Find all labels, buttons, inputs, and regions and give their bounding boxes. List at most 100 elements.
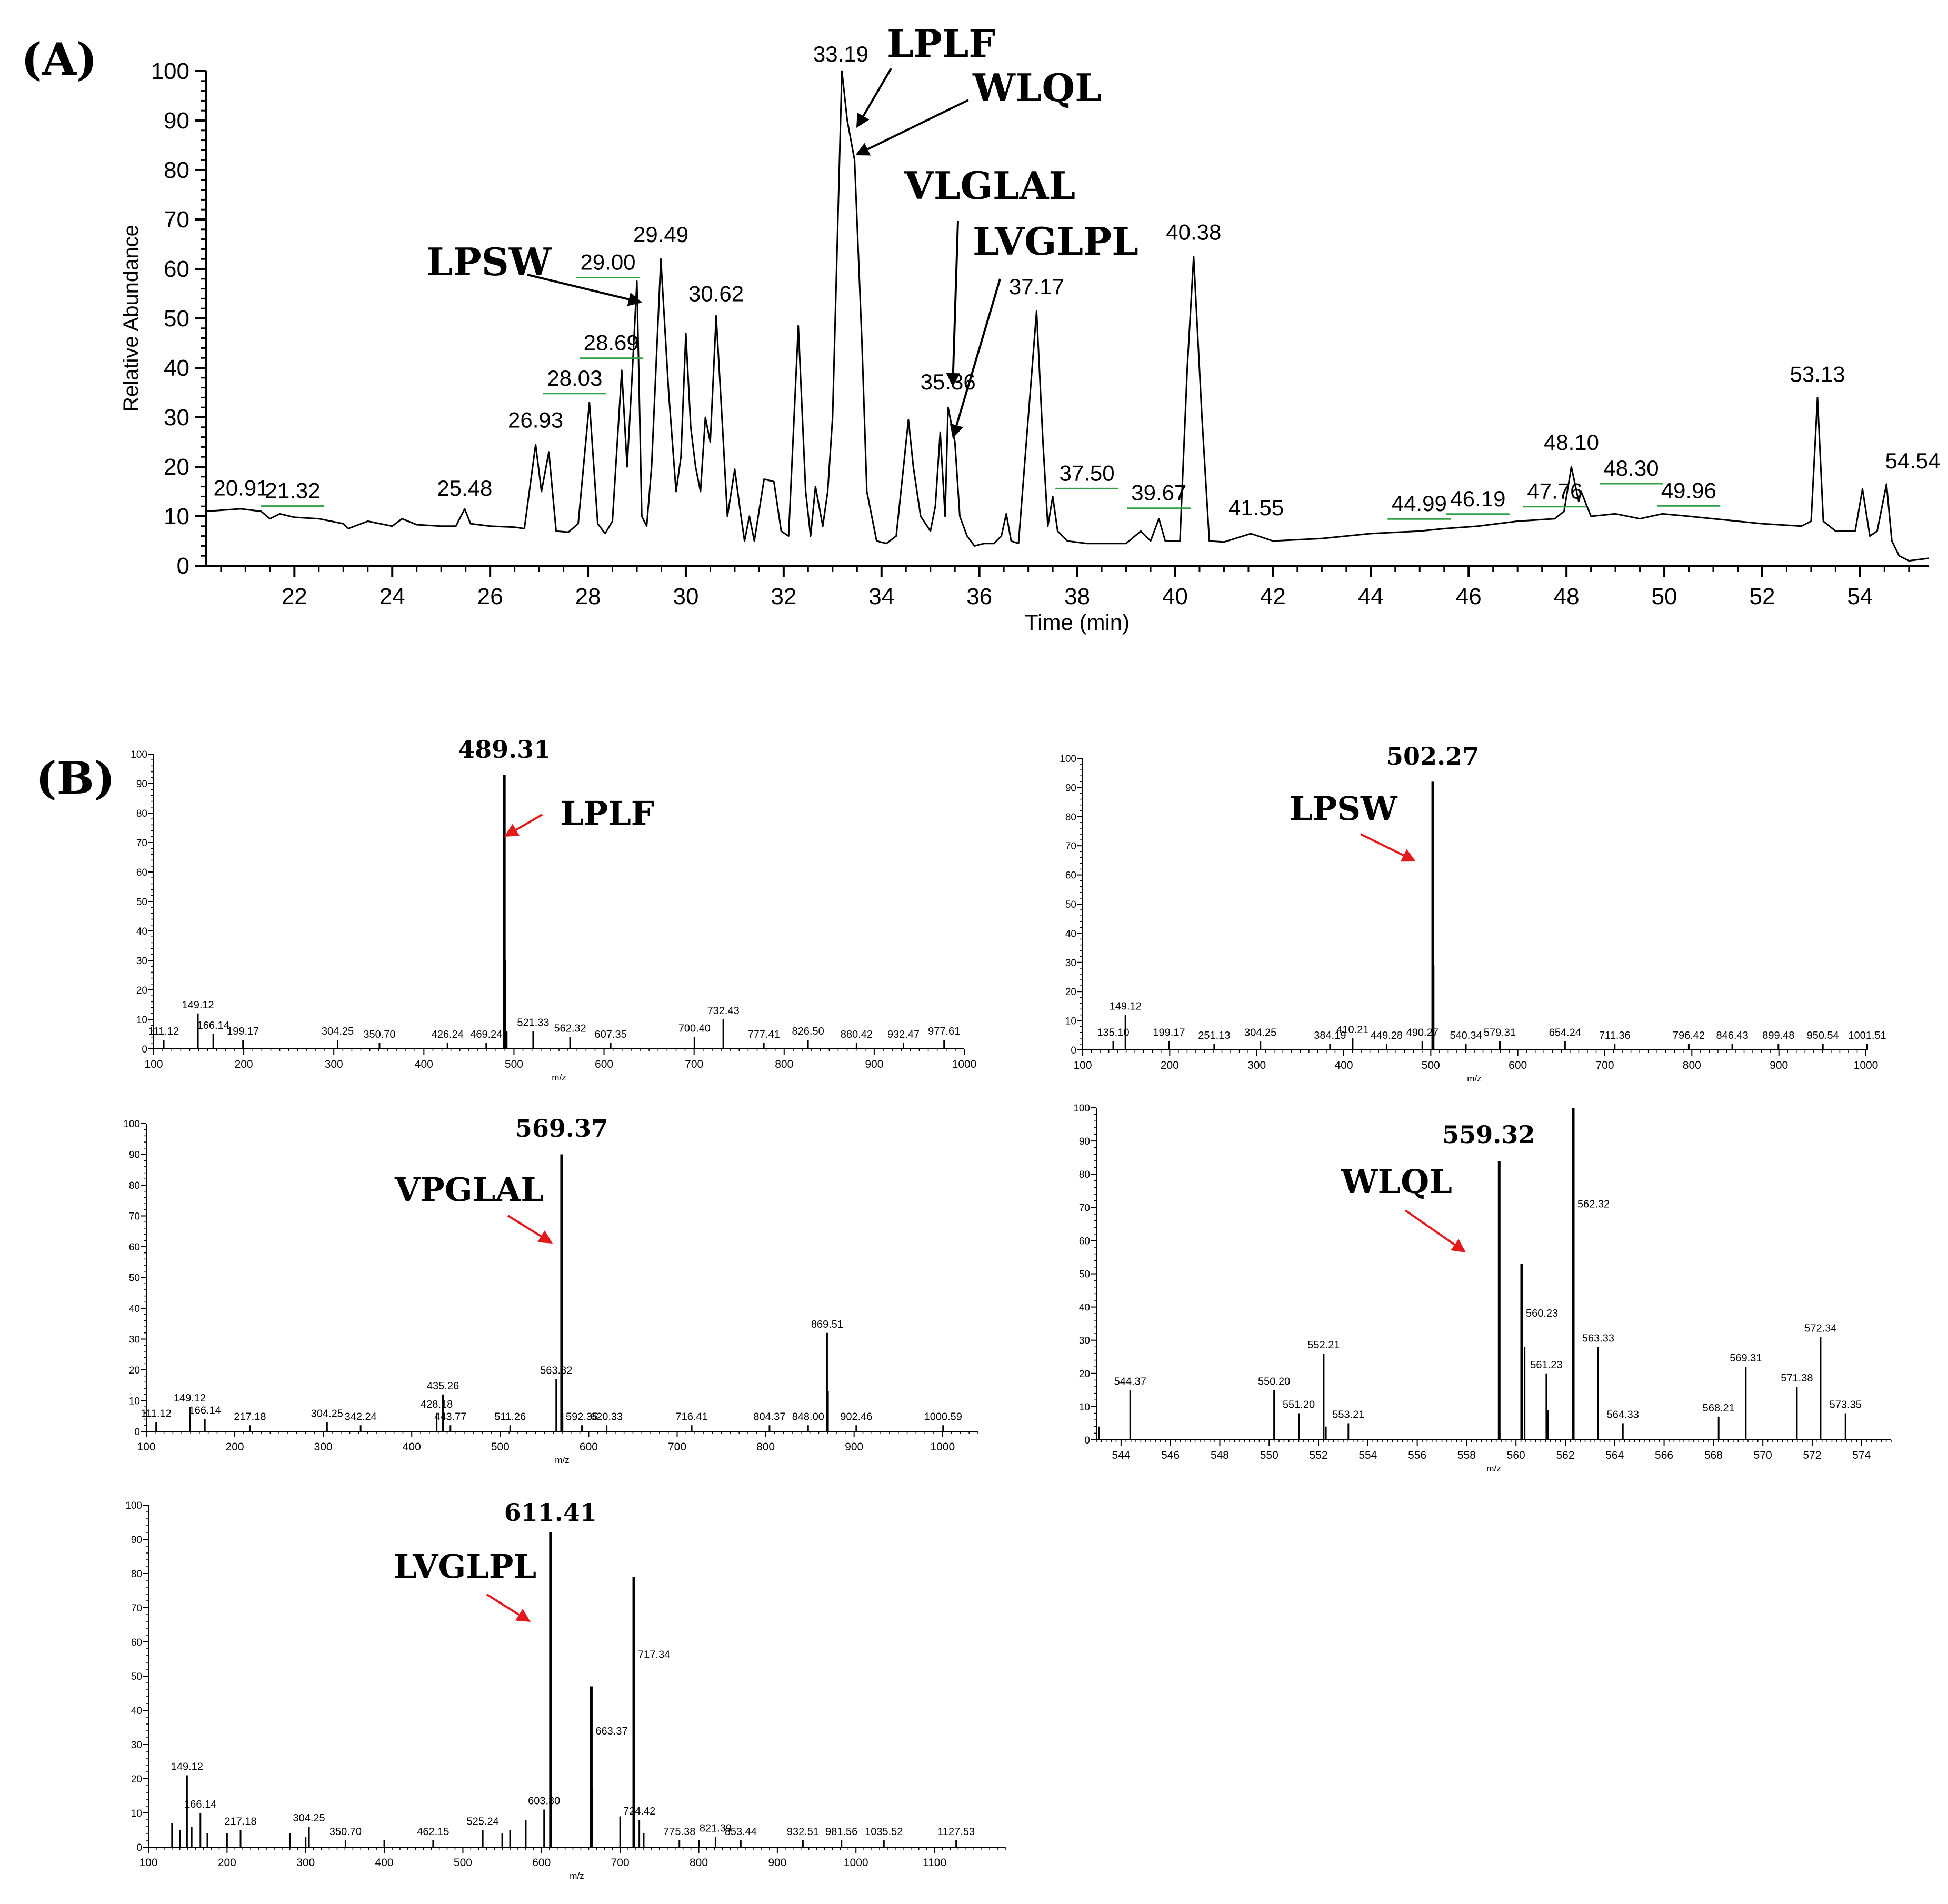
y-tick-label: 20	[1079, 1369, 1090, 1380]
x-axis-title: m/z	[1467, 1074, 1481, 1084]
y-tick-label: 50	[129, 1273, 140, 1284]
y-tick-label: 40	[131, 1706, 142, 1717]
red-arrow-head	[504, 824, 520, 837]
x-tick-label: 38	[1064, 584, 1090, 609]
chromatogram-chart: 0 10 20 30 40 50 60 70 80 90 100 22 24 26 28 30 32 34 36 38…	[119, 21, 1941, 635]
y-tick-label: 100	[125, 1500, 142, 1511]
x-axis-title: m/z	[552, 1073, 566, 1083]
x-tick-label: 34	[868, 584, 894, 609]
peak-label: 217.18	[234, 1411, 266, 1422]
red-arrow-shaft	[1360, 833, 1404, 857]
red-arrow	[504, 814, 543, 837]
y-tick-label: 60	[136, 867, 147, 878]
y-tick-label: 40	[129, 1304, 140, 1315]
peak-label: 775.38	[663, 1826, 695, 1838]
peak-label: 426.24	[432, 1029, 464, 1040]
red-arrow-shaft	[507, 1215, 542, 1237]
x-tick-label: 800	[690, 1857, 708, 1869]
peak-label: 560.23	[1526, 1308, 1558, 1319]
peak-label: 700.40	[678, 1023, 711, 1035]
y-tick-label: 10	[1079, 1402, 1090, 1413]
peak-label: 511.26	[494, 1411, 526, 1422]
x-tick-label: 544	[1112, 1449, 1130, 1461]
base-peak-label: 559.32	[1442, 1120, 1535, 1149]
annotation-vlglal: VLGLAL	[904, 163, 1075, 208]
annotation-lplf: LPLF	[887, 21, 996, 66]
y-tick-label: 80	[131, 1569, 142, 1580]
peak-label: 551.20	[1283, 1399, 1315, 1411]
x-tick-label: 546	[1161, 1449, 1180, 1461]
x-tick-label: 1000	[1854, 1059, 1879, 1071]
peak-label: 804.37	[753, 1411, 785, 1422]
x-tick-label: 500	[491, 1441, 510, 1453]
peak-label: 562.32	[1577, 1198, 1610, 1210]
x-tick-label: 400	[375, 1857, 394, 1869]
x-tick-label: 300	[296, 1857, 315, 1869]
peak-label: 848.00	[792, 1411, 824, 1422]
peak-label: 48.30	[1603, 456, 1659, 480]
y-tick-label: 30	[131, 1740, 142, 1751]
peak-label: 563.32	[540, 1365, 572, 1377]
peak-label: 603.30	[528, 1796, 560, 1807]
x-tick-label: 40	[1162, 584, 1188, 609]
chromatogram-trace	[206, 70, 1929, 562]
x-tick-label: 300	[325, 1058, 343, 1070]
peak-label: 716.41	[676, 1411, 708, 1422]
peak-label: 1127.53	[937, 1826, 975, 1838]
y-tick-label: 0	[134, 1427, 140, 1438]
peak-label: 950.54	[1807, 1030, 1839, 1041]
arrow-wlql	[855, 99, 969, 156]
y-tick-label: 30	[1079, 1336, 1090, 1347]
peak-label: 932.47	[887, 1029, 920, 1040]
x-tick-label: 700	[685, 1058, 703, 1070]
y-tick-label: 90	[1065, 783, 1076, 794]
peak-label: 902.46	[840, 1411, 872, 1422]
arrow-vlglal	[946, 221, 961, 387]
red-arrow-head	[515, 1609, 531, 1622]
arrow-lvglpl-shaft	[955, 278, 1001, 426]
x-tick-label: 1000	[844, 1857, 868, 1869]
peak-label: 607.35	[595, 1029, 627, 1040]
y-tick-label: 60	[1079, 1236, 1090, 1247]
peak-label: 521.33	[517, 1017, 549, 1028]
arrow-lpsw-head	[627, 293, 642, 306]
peak-label: 304.25	[311, 1408, 343, 1419]
red-arrow-head	[1400, 849, 1416, 862]
peak-label: 561.23	[1530, 1359, 1562, 1371]
peak-label: 410.21	[1336, 1024, 1368, 1036]
peak-label: 149.12	[182, 999, 214, 1011]
x-tick-label: 800	[1683, 1059, 1701, 1071]
peak-label: 199.17	[1153, 1027, 1185, 1038]
spectrum-chart-vpglal: 0 10 20 30 40 50 60 70 80 90 100 100 200 300 400 500 600…	[123, 1114, 978, 1465]
peak-label: 846.43	[1716, 1030, 1749, 1041]
peak-label: 568.21	[1703, 1402, 1735, 1414]
peak-label: 717.34	[638, 1649, 670, 1661]
peak-label: 41.55	[1228, 495, 1284, 520]
peak-label: 564.33	[1607, 1409, 1639, 1420]
peak-label: 563.33	[1582, 1332, 1614, 1344]
peak-label: 33.19	[813, 42, 868, 66]
x-tick-label: 100	[139, 1857, 157, 1869]
y-tick-label: 0	[177, 553, 189, 579]
peak-label: 899.48	[1762, 1030, 1794, 1041]
x-axis-title: m/z	[1486, 1464, 1501, 1474]
peak-label: 20.91	[213, 476, 268, 500]
y-tick-label: 60	[131, 1637, 142, 1648]
x-tick-label: 900	[1770, 1059, 1788, 1071]
peak-label: 977.61	[928, 1026, 960, 1037]
peak-label: 48.10	[1544, 430, 1599, 455]
red-arrow	[1404, 1209, 1466, 1252]
x-tick-label: 700	[1595, 1059, 1614, 1071]
arrow-lpsw-shaft	[527, 274, 630, 300]
y-tick-label: 0	[136, 1842, 142, 1853]
y-tick-label: 10	[131, 1808, 142, 1819]
peak-label: 435.26	[427, 1380, 459, 1392]
peptide-annotation: LPLF	[561, 794, 654, 833]
x-tick-label: 500	[454, 1857, 472, 1869]
x-tick-label: 900	[845, 1441, 863, 1453]
peak-label: 47.76	[1527, 479, 1582, 504]
y-tick-label: 90	[136, 779, 147, 790]
y-tick-label: 60	[1065, 870, 1076, 881]
x-tick-label: 26	[477, 584, 503, 609]
x-tick-label: 32	[771, 584, 796, 609]
